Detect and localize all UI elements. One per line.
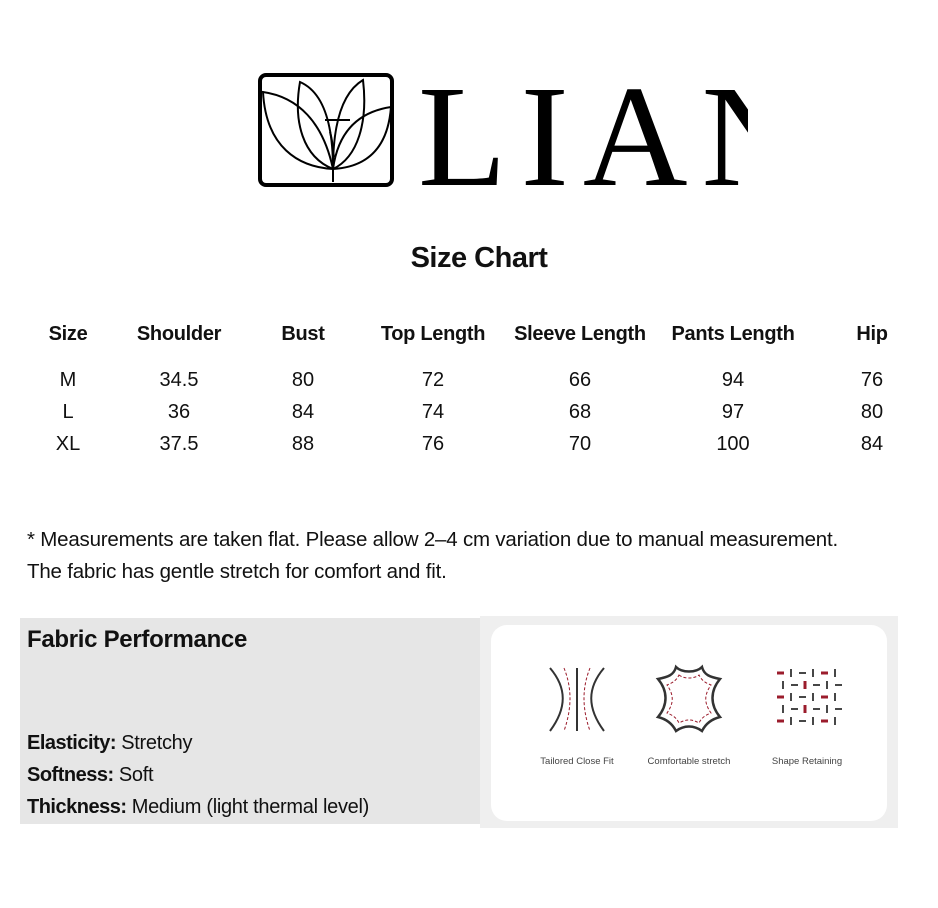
feature-label: Comfortable stretch [647,756,731,767]
table-cell: 84 [291,401,315,423]
table-cell: 68 [568,401,592,423]
feature-comfortable-stretch: Comfortable stretch [629,663,749,767]
thickness-row: Thickness: Medium (light thermal level) [27,796,369,819]
table-cell: 74 [421,401,445,423]
table-cell: 100 [716,433,750,455]
table-cell: 94 [721,369,745,391]
header-top-length: Top Length [380,323,486,345]
table-cell: 37.5 [159,433,199,455]
fabric-performance-panel: Fabric Performance Elasticity: Stretchy … [20,618,480,824]
tailored-fit-icon [549,667,605,732]
brand-logo: LIAN [258,57,806,217]
table-cell: 80 [860,401,884,423]
table-cell: 84 [860,433,884,455]
fabric-note: The fabric has gentle stretch for comfor… [27,560,447,583]
feature-label: Shape Retaining [771,756,843,767]
brand-wordmark: LIAN [418,72,748,192]
header-bust: Bust [281,323,325,345]
header-pants-length: Pants Length [671,323,795,345]
table-cell: 97 [721,401,745,423]
thickness-label: Thickness: [27,796,127,818]
table-cell: 80 [291,369,315,391]
table-cell: 72 [421,369,445,391]
features-image: Tailored Close Fit Comfortable stretch S… [480,616,898,828]
features-card: Tailored Close Fit Comfortable stretch S… [491,625,887,821]
weave-grid-icon [777,669,842,725]
table-cell: 76 [860,369,884,391]
softness-value: Soft [118,764,154,786]
elasticity-label: Elasticity: [27,732,116,754]
leather-stretch-icon [655,664,723,733]
table-cell: 34.5 [159,369,199,391]
feature-shape-retaining: Shape Retaining [747,663,867,767]
elasticity-value: Stretchy [121,732,193,754]
feature-label: Tailored Close Fit [540,756,614,767]
thickness-value: Medium (light thermal level) [131,796,370,818]
header-shoulder: Shoulder [136,323,222,345]
header-sleeve-length: Sleeve Length [514,323,646,345]
measurement-note: * Measurements are taken flat. Please al… [27,528,838,551]
table-cell: 76 [421,433,445,455]
header-size: Size [48,323,88,345]
page-title: Size Chart [410,242,548,274]
table-cell: 70 [568,433,592,455]
softness-label: Softness: [27,764,114,786]
table-cell: 66 [568,369,592,391]
elasticity-row: Elasticity: Stretchy [27,732,193,755]
table-cell: XL [55,433,81,455]
lotus-icon: LIAN [258,57,806,217]
feature-tailored-fit: Tailored Close Fit [517,663,637,767]
header-hip: Hip [856,323,888,345]
softness-row: Softness: Soft [27,764,154,787]
table-cell: 36 [167,401,191,423]
fabric-title: Fabric Performance [27,626,248,653]
table-cell: M [59,369,77,391]
table-cell: L [62,401,74,423]
table-cell: 88 [291,433,315,455]
